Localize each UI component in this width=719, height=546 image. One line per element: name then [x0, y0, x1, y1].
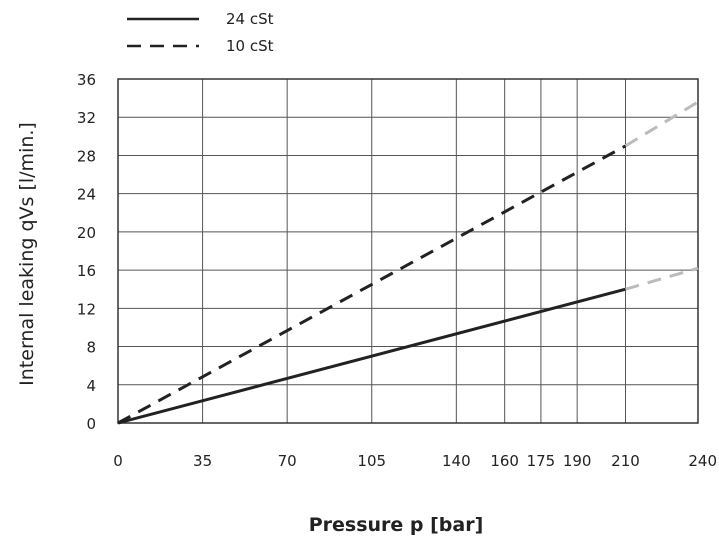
x-tick-label: 0: [113, 452, 123, 470]
y-tick-label: 8: [86, 339, 96, 357]
x-tick-label: 190: [563, 452, 592, 470]
x-tick-label: 70: [278, 452, 297, 470]
y-tick-label: 12: [77, 300, 96, 318]
y-tick-labels: 0 4 8 12 16 20 24 28 32 36: [77, 71, 96, 433]
x-tick-label: 140: [442, 452, 471, 470]
y-axis-label: Internal leaking qVs [l/min.]: [16, 122, 38, 386]
y-tick-label: 0: [86, 415, 96, 433]
legend-label-1: 24 cSt: [226, 10, 274, 28]
series-line-1: [117, 287, 626, 425]
series-extrapolation-2: [624, 100, 699, 148]
y-tick-label: 4: [86, 377, 96, 395]
series-line-2: [117, 144, 627, 425]
y-tick-label: 28: [77, 147, 96, 165]
plot-frame: [117, 78, 699, 424]
y-tick-label: 20: [77, 224, 96, 242]
series-lines: [117, 100, 699, 425]
y-tick-label: 24: [77, 186, 96, 204]
legend-label-2: 10 cSt: [226, 37, 274, 55]
x-tick-label: 160: [490, 452, 519, 470]
y-tick-label: 36: [77, 71, 96, 89]
x-tick-label: 210: [611, 452, 640, 470]
legend: 24 cSt 10 cSt: [127, 10, 274, 55]
grid-lines: [117, 78, 699, 424]
x-tick-label: 105: [357, 452, 386, 470]
x-tick-labels: 0 35 70 105 140 160 175 190 210 240: [113, 452, 717, 470]
y-tick-label: 16: [77, 262, 96, 280]
y-tick-label: 32: [77, 109, 96, 127]
x-tick-label: 175: [527, 452, 556, 470]
series-extrapolation-1: [625, 266, 699, 291]
x-axis-label: Pressure p [bar]: [309, 514, 484, 536]
x-tick-label: 35: [193, 452, 212, 470]
x-tick-label: 240: [688, 452, 717, 470]
